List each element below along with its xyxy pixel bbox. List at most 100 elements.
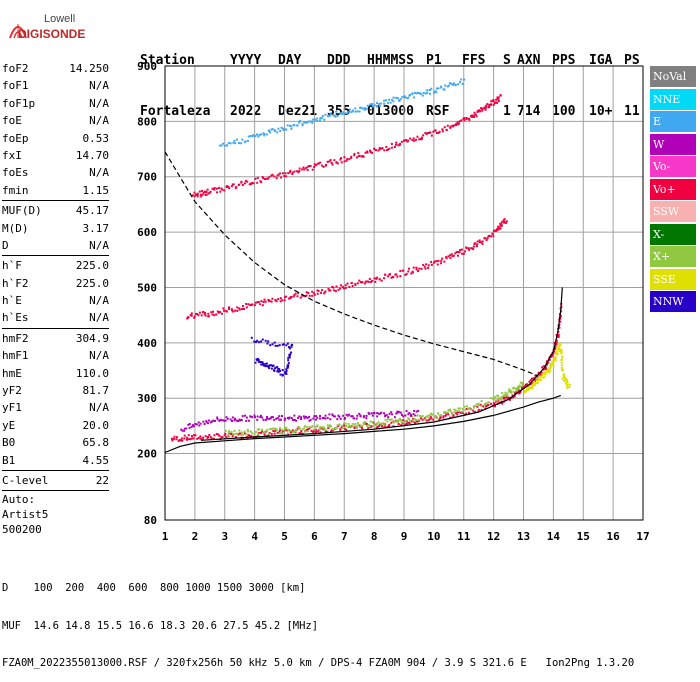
trace-point [472, 405, 475, 408]
trace-point [362, 155, 365, 158]
trace-point [322, 416, 325, 419]
trace-point [244, 182, 247, 185]
trace-point [246, 180, 249, 183]
trace-point [543, 373, 546, 376]
trace-point [438, 414, 441, 417]
trace-point [551, 363, 554, 366]
x-tick-label: 15 [577, 530, 590, 543]
trace-point [205, 420, 208, 423]
trace-point [399, 411, 402, 414]
trace-point [371, 421, 374, 424]
trace-point [425, 263, 428, 266]
trace-point [411, 415, 414, 418]
trace-point [332, 286, 335, 289]
trace-point [269, 344, 272, 347]
trace-point [344, 284, 347, 287]
trace-point [402, 419, 405, 422]
trace-point [371, 279, 374, 282]
trace-point [198, 311, 201, 314]
trace-point [274, 129, 277, 132]
trace-point [328, 424, 331, 427]
trace-point [553, 350, 556, 353]
trace-point [359, 106, 362, 109]
trace-point [487, 401, 490, 404]
trace-point [326, 160, 329, 163]
trace-point [283, 426, 286, 429]
trace-point [417, 418, 420, 421]
param-label: fxI [2, 148, 22, 162]
param-row: foE N/A [2, 112, 109, 129]
trace-point [437, 259, 440, 262]
trace-point [254, 340, 257, 343]
trace-point [402, 421, 405, 424]
trace-point [550, 355, 553, 358]
trace-point [532, 384, 535, 387]
trace-point [291, 343, 294, 346]
y-tick-label: 700 [137, 171, 157, 184]
trace-point [302, 427, 305, 430]
trace-point [430, 260, 433, 263]
trace-point [566, 383, 569, 386]
trace-point [457, 122, 460, 125]
trace-point [534, 374, 537, 377]
logo-mark [9, 24, 27, 39]
trace-point [307, 120, 310, 123]
trace-point [533, 384, 536, 387]
trace-point [250, 336, 253, 339]
trace-point [486, 402, 489, 405]
trace-point [432, 130, 435, 133]
param-value: 225.0 [75, 276, 109, 290]
trace-point [471, 115, 474, 118]
trace-point [341, 113, 344, 116]
trace-point [243, 430, 246, 433]
trace-point [185, 427, 188, 430]
trace-point [291, 418, 294, 421]
trace-point [309, 164, 312, 167]
trace-point [531, 387, 534, 390]
trace-point [402, 269, 405, 272]
trace-point [231, 435, 234, 438]
trace-point [289, 124, 292, 127]
trace-point [510, 391, 513, 394]
trace-point [480, 107, 483, 110]
trace-point [480, 405, 483, 408]
trace-point [260, 133, 263, 136]
trace-point [198, 190, 201, 193]
trace-point [377, 149, 380, 152]
trace-point [526, 383, 529, 386]
trace-point [443, 126, 446, 129]
trace-point [343, 418, 346, 421]
trace-point [273, 175, 276, 178]
trace-point [348, 158, 351, 161]
trace-point [227, 141, 230, 144]
trace-point [247, 135, 250, 138]
trace-point [394, 143, 397, 146]
trace-point [239, 432, 242, 435]
trace-point [190, 437, 193, 440]
trace-point [546, 368, 549, 371]
trace-point [266, 428, 269, 431]
trace-point [495, 98, 498, 101]
trace-point [509, 390, 512, 393]
trace-point [468, 408, 471, 411]
trace-point [457, 83, 460, 86]
trace-point [553, 347, 556, 350]
trace-point [541, 366, 544, 369]
trace-point [356, 282, 359, 285]
trace-point [245, 419, 248, 422]
trace-point [489, 402, 492, 405]
trace-point [314, 425, 317, 428]
trace-point [480, 408, 483, 411]
trace-point [451, 412, 454, 415]
trace-point [245, 303, 248, 306]
param-row: yE 20.0 [2, 417, 109, 434]
trace-point [231, 420, 234, 423]
trace-point [492, 402, 495, 405]
trace-point [341, 285, 344, 288]
trace-point [354, 422, 357, 425]
trace-point [303, 417, 306, 420]
trace-point [251, 416, 254, 419]
trace-point [286, 366, 289, 369]
trace-point [388, 423, 391, 426]
x-tick-label: 6 [311, 530, 318, 543]
